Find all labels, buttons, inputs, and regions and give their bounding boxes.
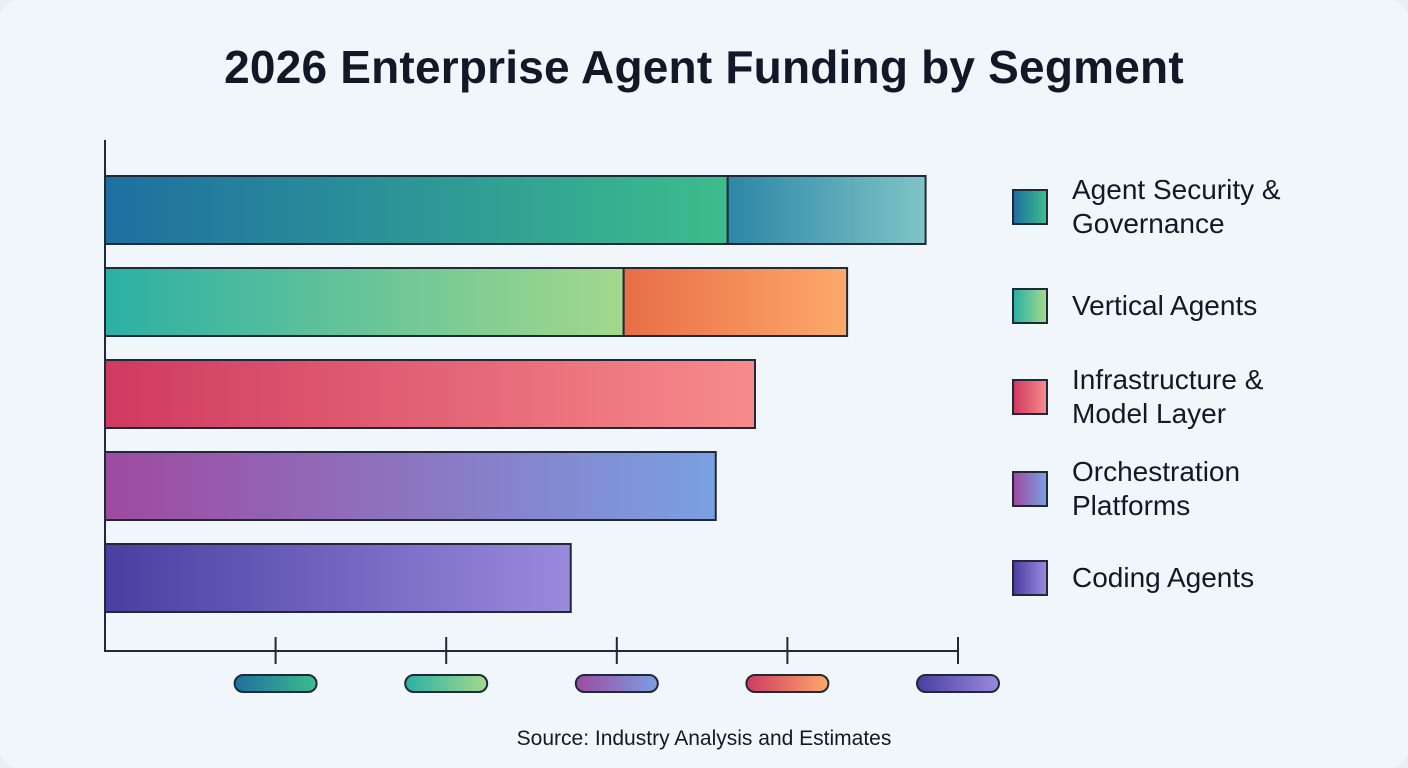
legend-item-5: Coding Agents: [1012, 560, 1392, 596]
source-note: Source: Industry Analysis and Estimates: [516, 727, 892, 750]
legend-swatch-1: [1012, 189, 1048, 225]
bar-4-segment-1: [104, 451, 717, 521]
x-tick-marker-3: [574, 674, 659, 693]
x-tick-marker-1: [233, 674, 318, 693]
legend-item-3: Infrastructure & Model Layer: [1012, 364, 1392, 429]
bar-3-segment-1: [104, 359, 756, 429]
legend-label-2: Vertical Agents: [1072, 290, 1258, 321]
legend-swatch-3: [1012, 379, 1048, 415]
x-tick-marker-5: [916, 674, 1000, 693]
legend: Agent Security & Governance Vertical Agen…: [1012, 174, 1392, 625]
legend-item-4: Orchestration Platforms: [1012, 456, 1392, 521]
bar-1-segment-2: [726, 175, 927, 245]
legend-item-2: Vertical Agents: [1012, 288, 1392, 324]
legend-label-4: Orchestration Platforms: [1072, 456, 1241, 521]
x-tick-marker-4: [745, 674, 830, 693]
legend-label-5: Coding Agents: [1072, 562, 1255, 593]
legend-swatch-5: [1012, 560, 1048, 596]
bars-layer: [104, 175, 927, 613]
bar-5-segment-1: [104, 543, 572, 613]
legend-item-1: Agent Security & Governance: [1012, 174, 1392, 239]
chart-title: 2026 Enterprise Agent Funding by Segment: [224, 41, 1184, 93]
bar-2-segment-2: [622, 267, 849, 337]
legend-label-3: Infrastructure & Model Layer: [1072, 364, 1264, 429]
bar-2-segment-1: [104, 267, 625, 337]
legend-swatch-4: [1012, 471, 1048, 507]
legend-label-1: Agent Security & Governance: [1072, 174, 1281, 239]
bar-1-segment-1: [104, 175, 729, 245]
legend-swatch-2: [1012, 288, 1048, 324]
x-tick-marker-2: [404, 674, 489, 693]
x-ticks: [233, 637, 1000, 693]
